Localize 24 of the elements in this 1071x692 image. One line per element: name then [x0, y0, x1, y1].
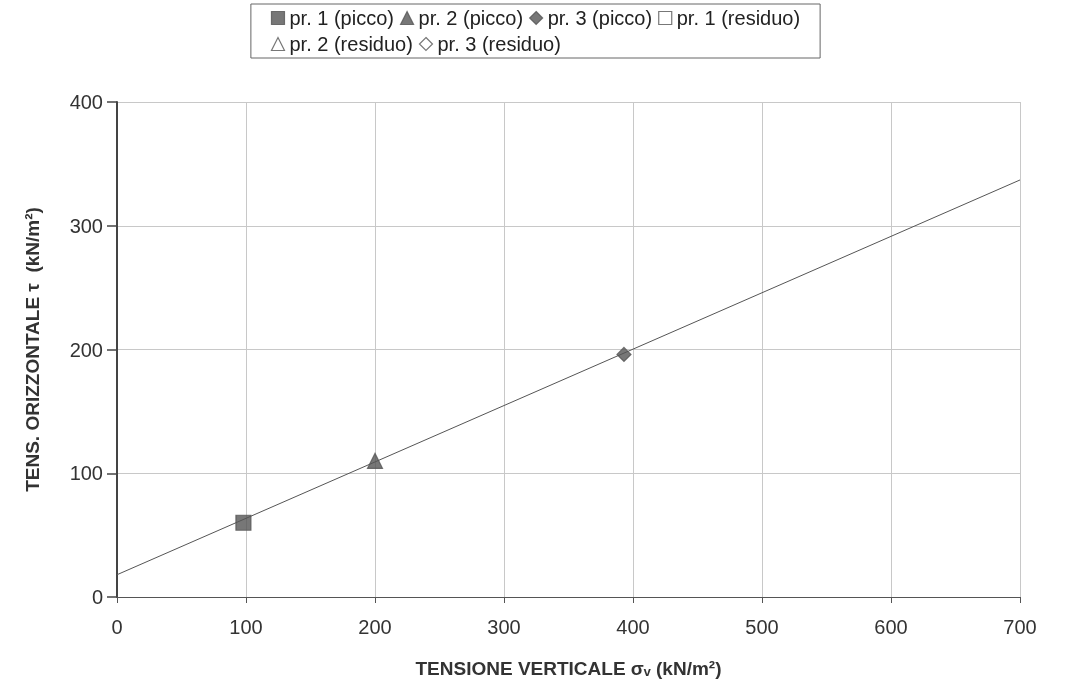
legend-label: pr. 3 (residuo) [437, 33, 561, 55]
y-tick-label: 400 [69, 91, 103, 113]
x-tick-label: 100 [229, 616, 263, 638]
x-tick-label: 600 [874, 616, 908, 638]
y-tick-label: 300 [69, 214, 103, 237]
y-tick-label: 100 [69, 462, 103, 485]
y-axis-title: TENS. ORIZZONTALE τ (kN/m²) [22, 207, 43, 492]
legend-label: pr. 2 (picco) [418, 7, 524, 29]
point [366, 452, 384, 469]
x-tick-label: 700 [1003, 616, 1037, 638]
y-tick-label: 0 [91, 586, 103, 608]
x-tick-label: 500 [745, 616, 779, 638]
legend-label: pr. 2 (residuo) [289, 33, 413, 55]
x-axis-title: TENSIONE VERTICALE σᵥ (kN/m²) [415, 658, 722, 679]
point [616, 346, 632, 363]
point [235, 514, 252, 531]
legend-label: pr. 3 (picco) [547, 7, 653, 29]
legend-label: pr. 1 (residuo) [676, 7, 801, 29]
x-tick-label: 0 [111, 616, 123, 638]
x-tick-label: 300 [487, 616, 521, 638]
x-tick-label: 200 [358, 616, 392, 638]
y-tick-label: 200 [69, 338, 103, 361]
x-tick-label: 400 [616, 616, 650, 638]
legend-label: pr. 1 (picco) [289, 7, 394, 29]
